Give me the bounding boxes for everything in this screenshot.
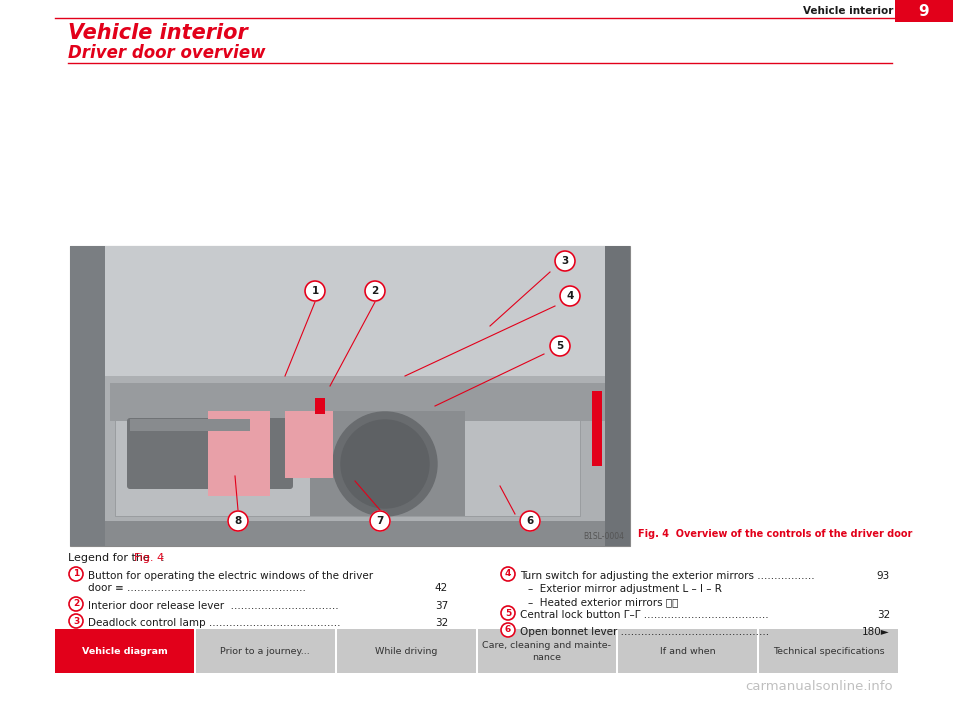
Text: Button for operating the electric windows of the driver: Button for operating the electric window…: [88, 571, 373, 581]
Text: 32: 32: [435, 618, 448, 628]
Text: 32: 32: [876, 610, 890, 620]
Circle shape: [501, 567, 515, 581]
Text: 3: 3: [73, 616, 79, 625]
Text: –  Exterior mirror adjustment L – l – R: – Exterior mirror adjustment L – l – R: [528, 584, 722, 594]
Text: 7: 7: [376, 516, 384, 526]
FancyBboxPatch shape: [130, 419, 250, 431]
Text: Care, cleaning and mainte-: Care, cleaning and mainte-: [483, 641, 612, 651]
Circle shape: [69, 614, 83, 628]
Text: Central lock button Γ–Γ .....................................: Central lock button Γ–Γ ................…: [520, 610, 769, 620]
Text: Vehicle interior: Vehicle interior: [68, 23, 248, 43]
Text: carmanualsonline.info: carmanualsonline.info: [745, 680, 893, 693]
Text: door ≡ .....................................................: door ≡ .................................…: [88, 583, 306, 593]
Text: 6: 6: [526, 516, 534, 526]
Circle shape: [341, 420, 429, 508]
FancyBboxPatch shape: [895, 0, 953, 22]
FancyBboxPatch shape: [105, 246, 605, 376]
Text: 1: 1: [73, 569, 79, 578]
FancyBboxPatch shape: [105, 376, 605, 521]
Circle shape: [305, 281, 325, 301]
FancyBboxPatch shape: [127, 418, 293, 489]
FancyBboxPatch shape: [315, 398, 325, 414]
Text: Vehicle interior: Vehicle interior: [803, 6, 893, 16]
FancyBboxPatch shape: [70, 246, 630, 546]
Circle shape: [69, 597, 83, 611]
Text: 6: 6: [505, 625, 511, 634]
Circle shape: [555, 251, 575, 271]
Text: 2: 2: [73, 599, 79, 608]
FancyBboxPatch shape: [196, 629, 335, 673]
Text: 5: 5: [557, 341, 564, 351]
Text: 4: 4: [566, 291, 574, 301]
Circle shape: [520, 511, 540, 531]
Text: Turn switch for adjusting the exterior mirrors .................: Turn switch for adjusting the exterior m…: [520, 571, 815, 581]
Text: If and when: If and when: [660, 646, 715, 655]
Circle shape: [370, 511, 390, 531]
Text: 37: 37: [435, 601, 448, 611]
Text: Technical specifications: Technical specifications: [773, 646, 884, 655]
FancyBboxPatch shape: [618, 629, 757, 673]
Text: Deadlock control lamp .......................................: Deadlock control lamp ..................…: [88, 618, 341, 628]
FancyBboxPatch shape: [592, 391, 602, 466]
Text: 93: 93: [876, 571, 890, 581]
FancyBboxPatch shape: [55, 629, 194, 673]
FancyBboxPatch shape: [208, 411, 270, 496]
FancyBboxPatch shape: [605, 246, 630, 546]
FancyBboxPatch shape: [337, 629, 475, 673]
Text: B1SL-0004: B1SL-0004: [583, 532, 624, 541]
Text: Prior to a journey...: Prior to a journey...: [221, 646, 310, 655]
Text: 1: 1: [311, 286, 319, 296]
Circle shape: [501, 623, 515, 637]
Text: 4: 4: [505, 569, 511, 578]
Text: 42: 42: [435, 583, 448, 593]
Text: Driver door overview: Driver door overview: [68, 44, 266, 62]
FancyBboxPatch shape: [115, 391, 580, 516]
Circle shape: [365, 281, 385, 301]
FancyBboxPatch shape: [105, 521, 605, 546]
FancyBboxPatch shape: [477, 629, 616, 673]
Text: 5: 5: [505, 608, 511, 618]
Text: 9: 9: [919, 4, 929, 18]
Text: Fig. 4  Overview of the controls of the driver door: Fig. 4 Overview of the controls of the d…: [638, 529, 912, 539]
Text: Open bonnet lever ............................................: Open bonnet lever ......................…: [520, 627, 769, 637]
FancyBboxPatch shape: [310, 411, 465, 516]
Circle shape: [550, 336, 570, 356]
Text: 180►: 180►: [862, 627, 890, 637]
Text: 3: 3: [562, 256, 568, 266]
FancyBboxPatch shape: [110, 383, 605, 421]
Text: While driving: While driving: [375, 646, 437, 655]
Circle shape: [501, 606, 515, 620]
Text: 8: 8: [234, 516, 242, 526]
Text: Legend for the: Legend for the: [68, 553, 154, 563]
Circle shape: [333, 412, 437, 516]
Circle shape: [228, 511, 248, 531]
Circle shape: [69, 567, 83, 581]
FancyBboxPatch shape: [70, 246, 105, 546]
Text: 2: 2: [372, 286, 378, 296]
Text: :: :: [161, 553, 164, 563]
Text: nance: nance: [533, 653, 562, 662]
FancyBboxPatch shape: [285, 411, 333, 478]
Text: Vehicle diagram: Vehicle diagram: [82, 646, 167, 655]
Text: Interior door release lever  ................................: Interior door release lever ............…: [88, 601, 339, 611]
Text: –  Heated exterior mirrors ⌷⌸: – Heated exterior mirrors ⌷⌸: [528, 597, 679, 607]
FancyBboxPatch shape: [759, 629, 898, 673]
Circle shape: [560, 286, 580, 306]
Text: Fig. 4: Fig. 4: [134, 553, 164, 563]
